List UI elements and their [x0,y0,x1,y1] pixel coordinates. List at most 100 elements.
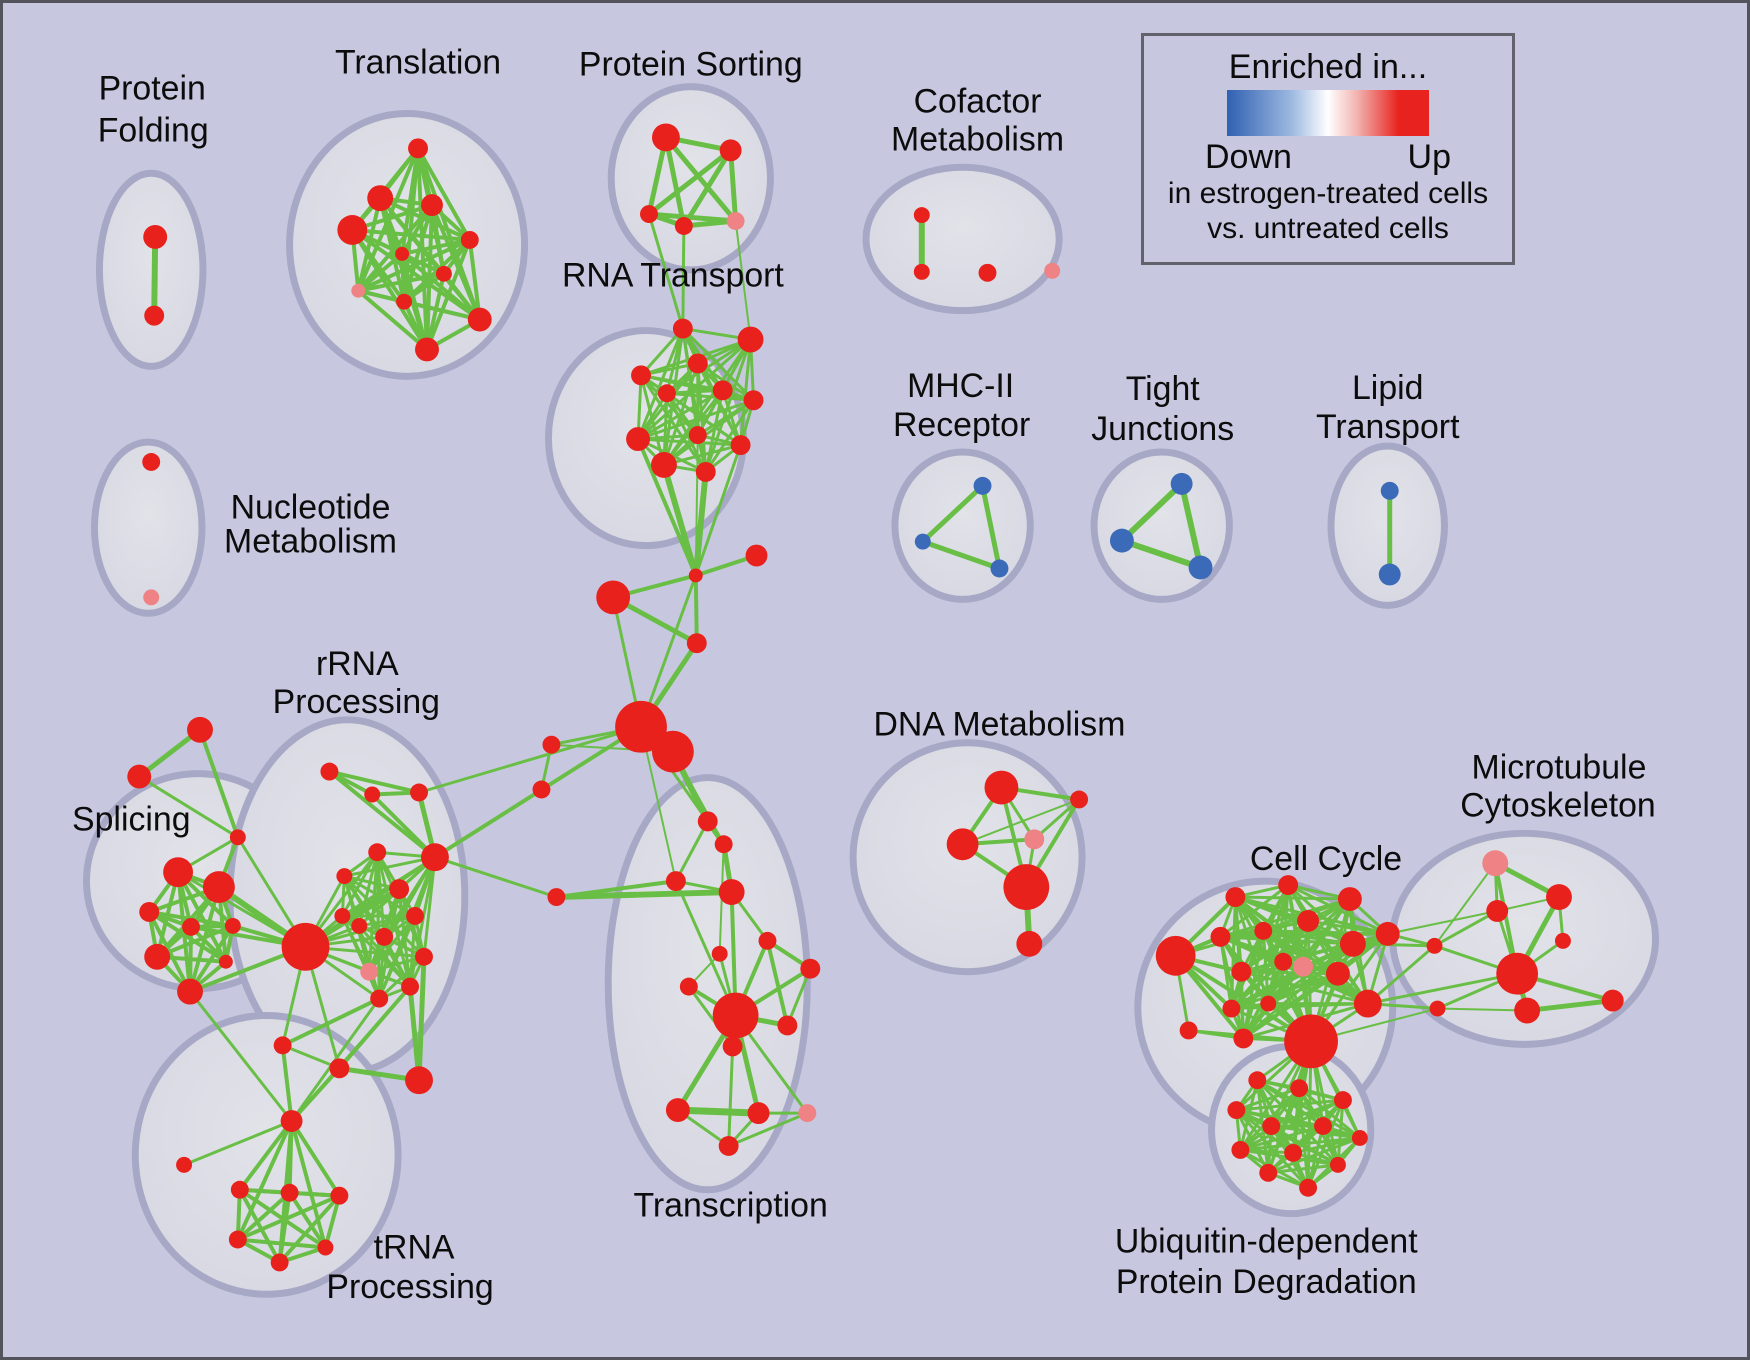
edge [370,792,437,860]
node-ub5 [1262,1117,1281,1135]
cluster-label-mhc-ii-receptor: MHC-II [907,367,1014,405]
node-x2 [127,764,152,789]
edge [639,573,698,729]
cluster-label-mhc-ii-receptor: Receptor [893,406,1030,444]
node-rr14 [370,989,389,1008]
edge [1178,480,1204,571]
node-rt11 [650,452,677,478]
node-t6 [395,246,410,261]
node-rt12 [695,461,716,482]
node-cf4 [1044,262,1061,279]
node-ub12 [1299,1178,1318,1197]
node-cc12 [1222,999,1241,1018]
edge [433,855,558,899]
node-lt2 [1378,563,1401,586]
cluster-bubble-transcription [604,774,811,1194]
legend-caption-line1: in estrogen-treated cells [1167,177,1489,210]
edge [1234,1108,1310,1190]
node-cc14 [1353,989,1382,1018]
cluster-label-trna-processing: Processing [326,1268,493,1306]
edge [1366,944,1437,1006]
edge [728,147,739,224]
edge [665,391,708,474]
edge [660,461,699,579]
node-pf1 [143,225,168,249]
edge [646,147,734,217]
edge [290,985,412,1123]
node-rr15 [273,1036,292,1055]
edge [416,954,427,1083]
edge [1436,1007,1529,1012]
edge [235,1190,292,1242]
node-sp8 [218,954,233,969]
edge [636,437,698,578]
node-sp5 [224,917,241,934]
edge [1291,1136,1362,1155]
edge [400,237,472,256]
node-t4 [337,215,368,245]
node-L2 [532,780,551,799]
edge [980,483,1002,571]
edge [1386,909,1499,935]
node-rt8 [626,427,650,452]
edge [1118,480,1185,544]
cluster-label-ubiquitin-degradation: Ubiquitin-dependent [1115,1222,1418,1260]
node-cc8 [1375,921,1400,946]
node-nm2 [143,589,160,606]
node-h4 [615,700,667,753]
node-mt3 [1514,997,1541,1024]
edge [356,196,383,293]
edge [1229,960,1285,1011]
cluster-label-dna-metabolism: DNA Metabolism [873,706,1125,744]
cluster-label-cofactor-metabolism: Metabolism [891,120,1064,158]
cluster-label-lipid-transport: Transport [1316,408,1460,446]
edge [553,889,735,901]
node-h3 [686,633,707,654]
node-cc1 [1225,887,1246,907]
edge [350,228,482,322]
node-ccBig [1284,1014,1338,1069]
node-tc2 [714,835,733,854]
node-tc3 [665,871,686,892]
cluster-label-rna-transport: RNA Transport [562,257,784,295]
cluster-label-rrna-processing: rRNA [316,645,399,683]
node-mtHub [1496,952,1539,995]
edge [734,220,752,341]
edge [692,468,709,579]
edge [382,935,412,989]
node-dn1 [984,770,1019,805]
node-rr12 [415,947,433,966]
node-ub9 [1284,1143,1303,1162]
edge [920,539,1002,571]
legend-down-label: Down [1205,138,1292,176]
node-ub6 [1314,1117,1332,1135]
edge [350,228,429,352]
node-mt5 [1554,932,1571,949]
edge [155,923,235,959]
edge [1266,1136,1362,1175]
legend-gradient-bar [1227,90,1429,136]
edge [1218,935,1355,946]
node-tj1 [1170,472,1193,495]
cluster-label-rrna-processing: Processing [273,683,440,721]
node-t2 [367,185,394,212]
edge [176,870,308,949]
node-cc4 [1297,909,1320,932]
edge [1032,797,1081,841]
cluster-bubble-cofactor-metabolism [862,163,1063,315]
node-rr5 [336,868,353,885]
edge [920,483,986,545]
edge [429,203,482,322]
edge [1261,929,1390,936]
node-m1 [547,888,566,906]
node-tr3 [330,1186,349,1205]
cluster-bubble-tight-junctions [1090,448,1233,603]
edge [1306,1124,1325,1190]
edge [340,914,371,974]
edge [1218,883,1290,939]
node-mh2 [914,533,931,550]
node-mt4 [1601,989,1624,1012]
node-dn4 [1070,790,1089,809]
node-tc5 [758,931,777,950]
